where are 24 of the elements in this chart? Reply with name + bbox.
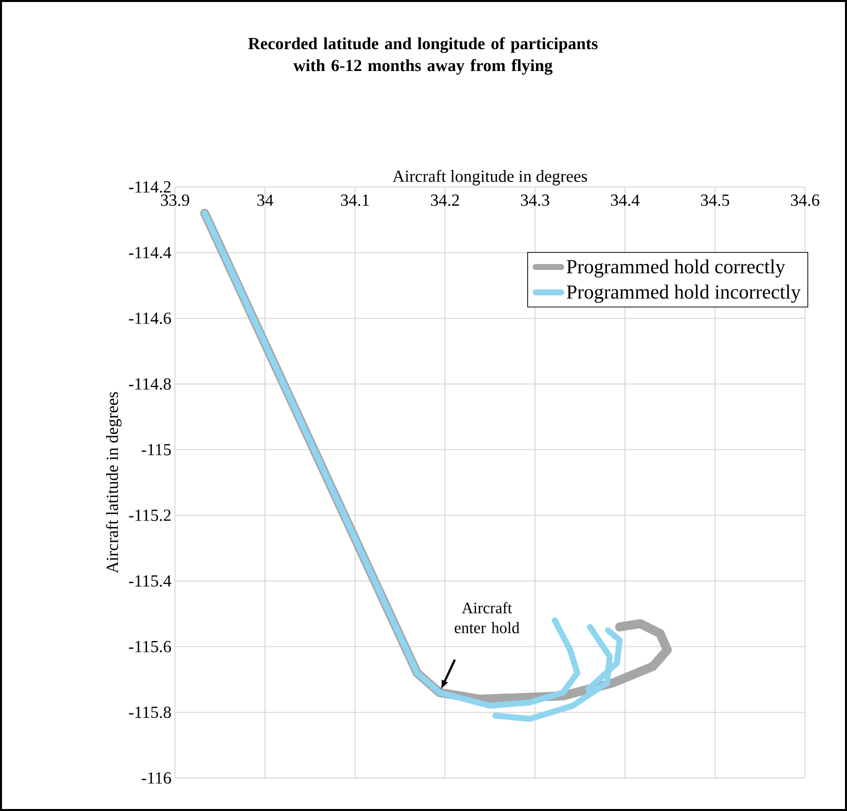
x-tick-label: 33.9 (161, 194, 190, 206)
x-tick-label: 34.1 (341, 194, 369, 206)
x-tick-label: 34.4 (611, 194, 640, 206)
annotation: Aircraft enter hold (454, 602, 520, 634)
x-tick-label: 34 (257, 194, 274, 206)
y-tick-label: -115 (142, 444, 171, 456)
x-tick-label: 34.3 (521, 194, 550, 206)
x-tick-label: 34.6 (791, 194, 820, 206)
y-tick-label: -114.2 (128, 181, 171, 193)
y-tick-label: -114.6 (128, 312, 171, 324)
y-tick-label: -115.6 (128, 640, 171, 652)
y-axis-title: Aircraft latitude in degrees (106, 392, 122, 574)
chart-title: Recorded latitude and longitude of participants with 6-12 months away from flying (248, 37, 598, 75)
y-tick-label: -114.4 (128, 246, 172, 258)
y-tick-label: -116 (142, 772, 171, 784)
x-tick-label: 34.2 (431, 194, 459, 206)
y-tick-label: -114.8 (128, 378, 171, 390)
y-tick-label: -115.2 (128, 510, 171, 522)
y-tick-label: -115.4 (128, 575, 172, 587)
y-tick-label: -115.8 (128, 706, 171, 718)
legend-label: Programmed hold correctly (566, 259, 786, 278)
legend-label: Programmed hold incorrectly (566, 284, 801, 303)
x-tick-label: 34.5 (701, 194, 730, 206)
x-axis-title: Aircraft longitude in degrees (392, 170, 588, 186)
